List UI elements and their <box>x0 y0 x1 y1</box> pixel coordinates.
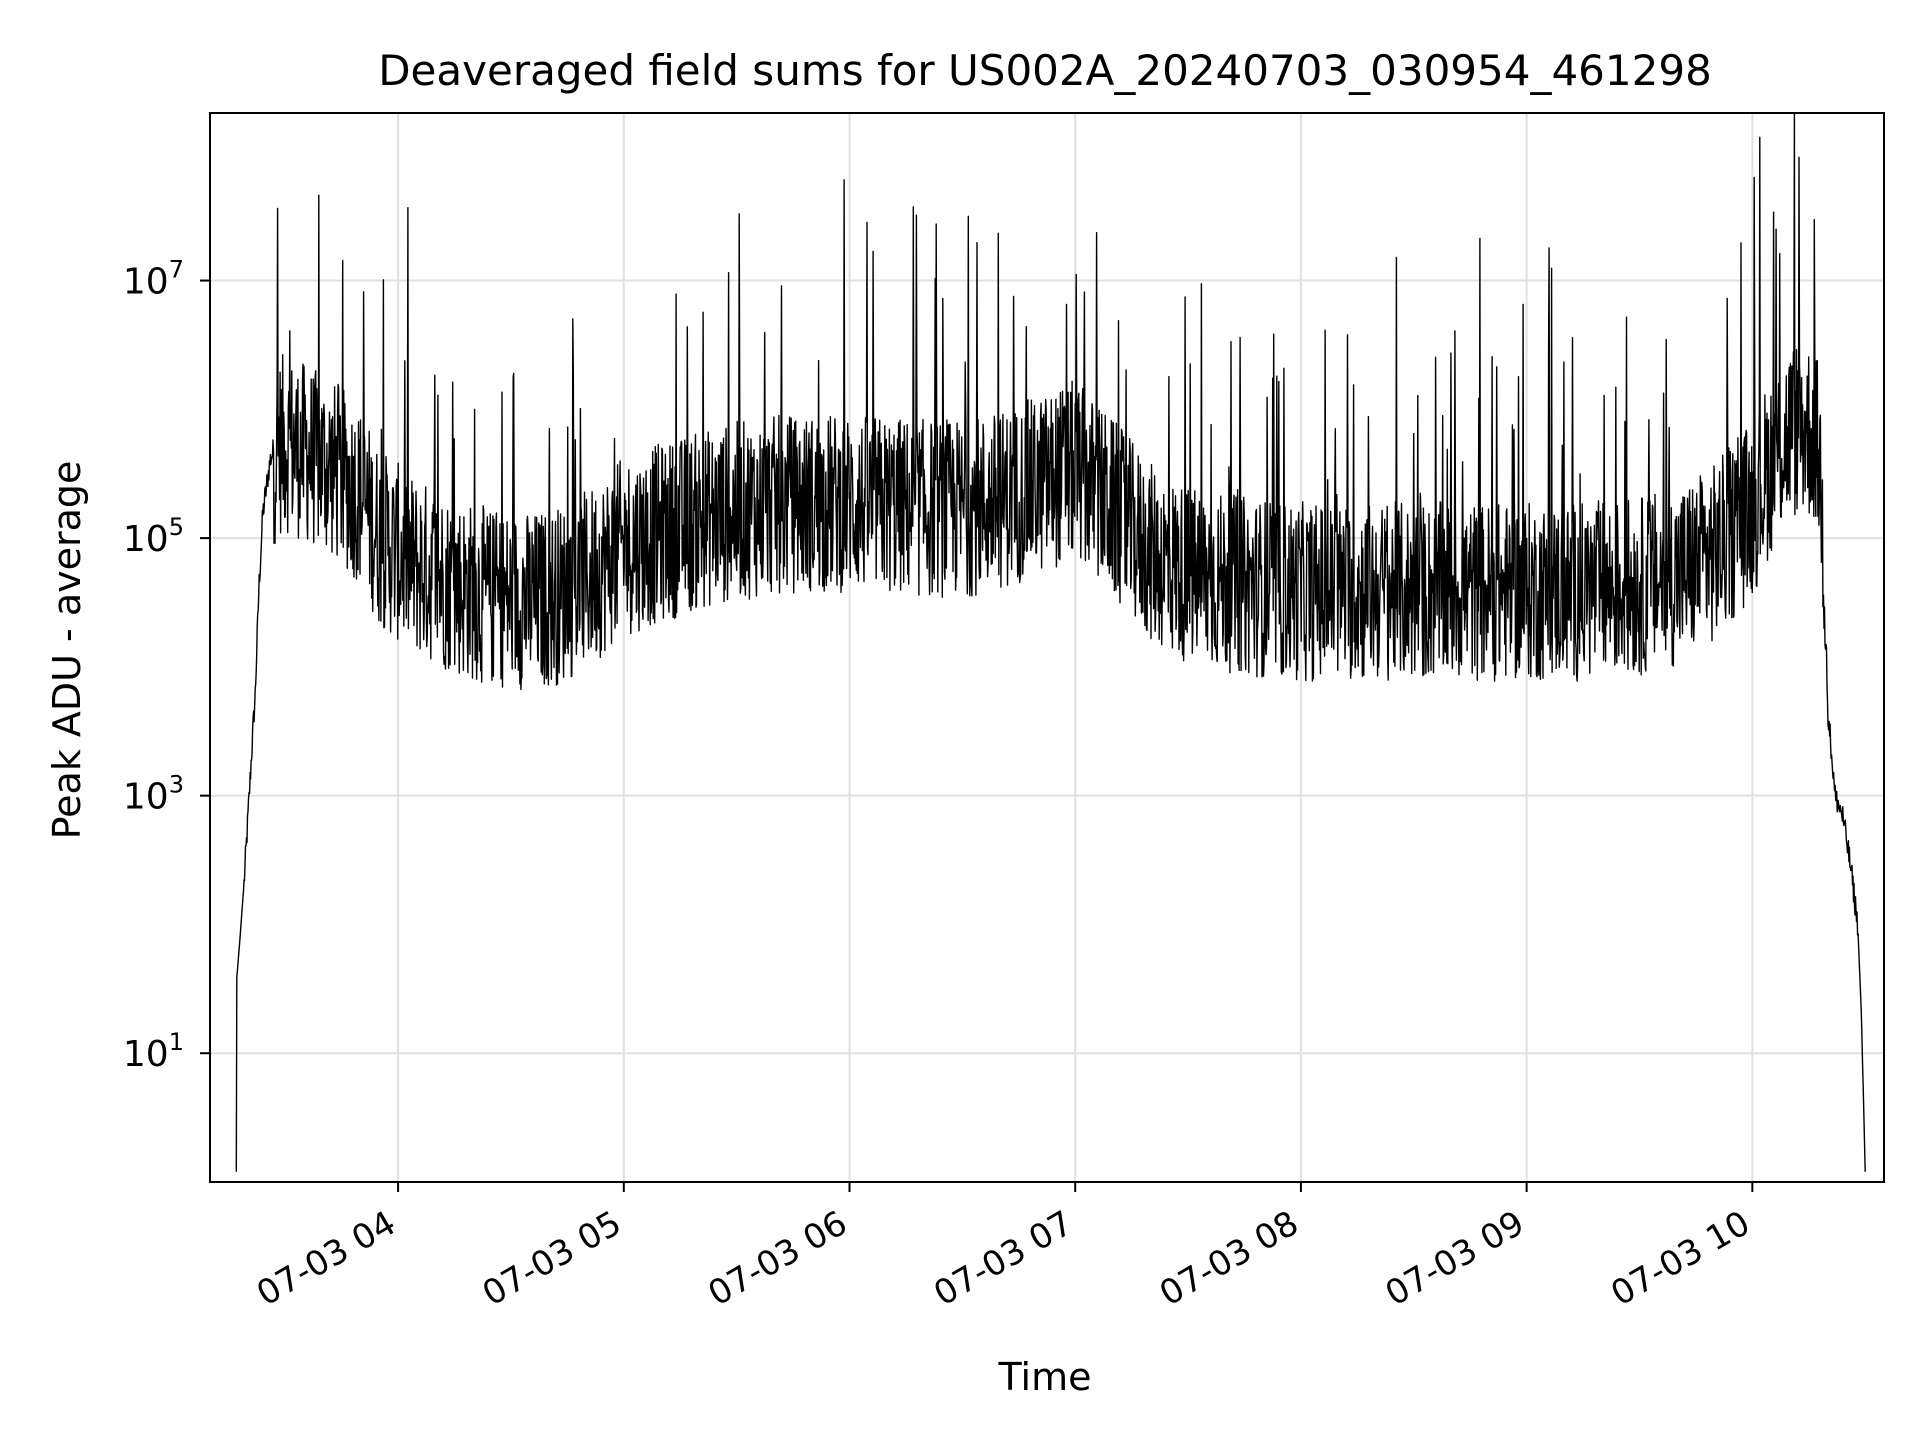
y-tick-base: 10 <box>123 262 169 303</box>
y-tick-exponent: 1 <box>169 1028 184 1056</box>
chart-title: Deaveraged field sums for US002A_2024070… <box>378 46 1712 95</box>
plot-frame <box>209 112 1885 1183</box>
y-tick-exponent: 7 <box>169 256 184 284</box>
y-tick-exponent: 5 <box>169 513 184 541</box>
y-tick-base: 10 <box>123 777 169 818</box>
y-tick-label: 107 <box>123 256 184 303</box>
y-tick-label: 103 <box>123 771 184 818</box>
series-line <box>235 112 1866 1172</box>
y-tick-base: 10 <box>123 519 169 560</box>
y-tick-label: 105 <box>123 513 184 560</box>
y-tick-base: 10 <box>123 1034 169 1075</box>
x-axis-label: Time <box>998 1355 1092 1399</box>
plot-area <box>235 112 1866 1172</box>
y-axis-label: Peak ADU - average <box>45 461 89 840</box>
y-tick-label: 101 <box>123 1028 184 1075</box>
y-tick-exponent: 3 <box>169 771 184 799</box>
